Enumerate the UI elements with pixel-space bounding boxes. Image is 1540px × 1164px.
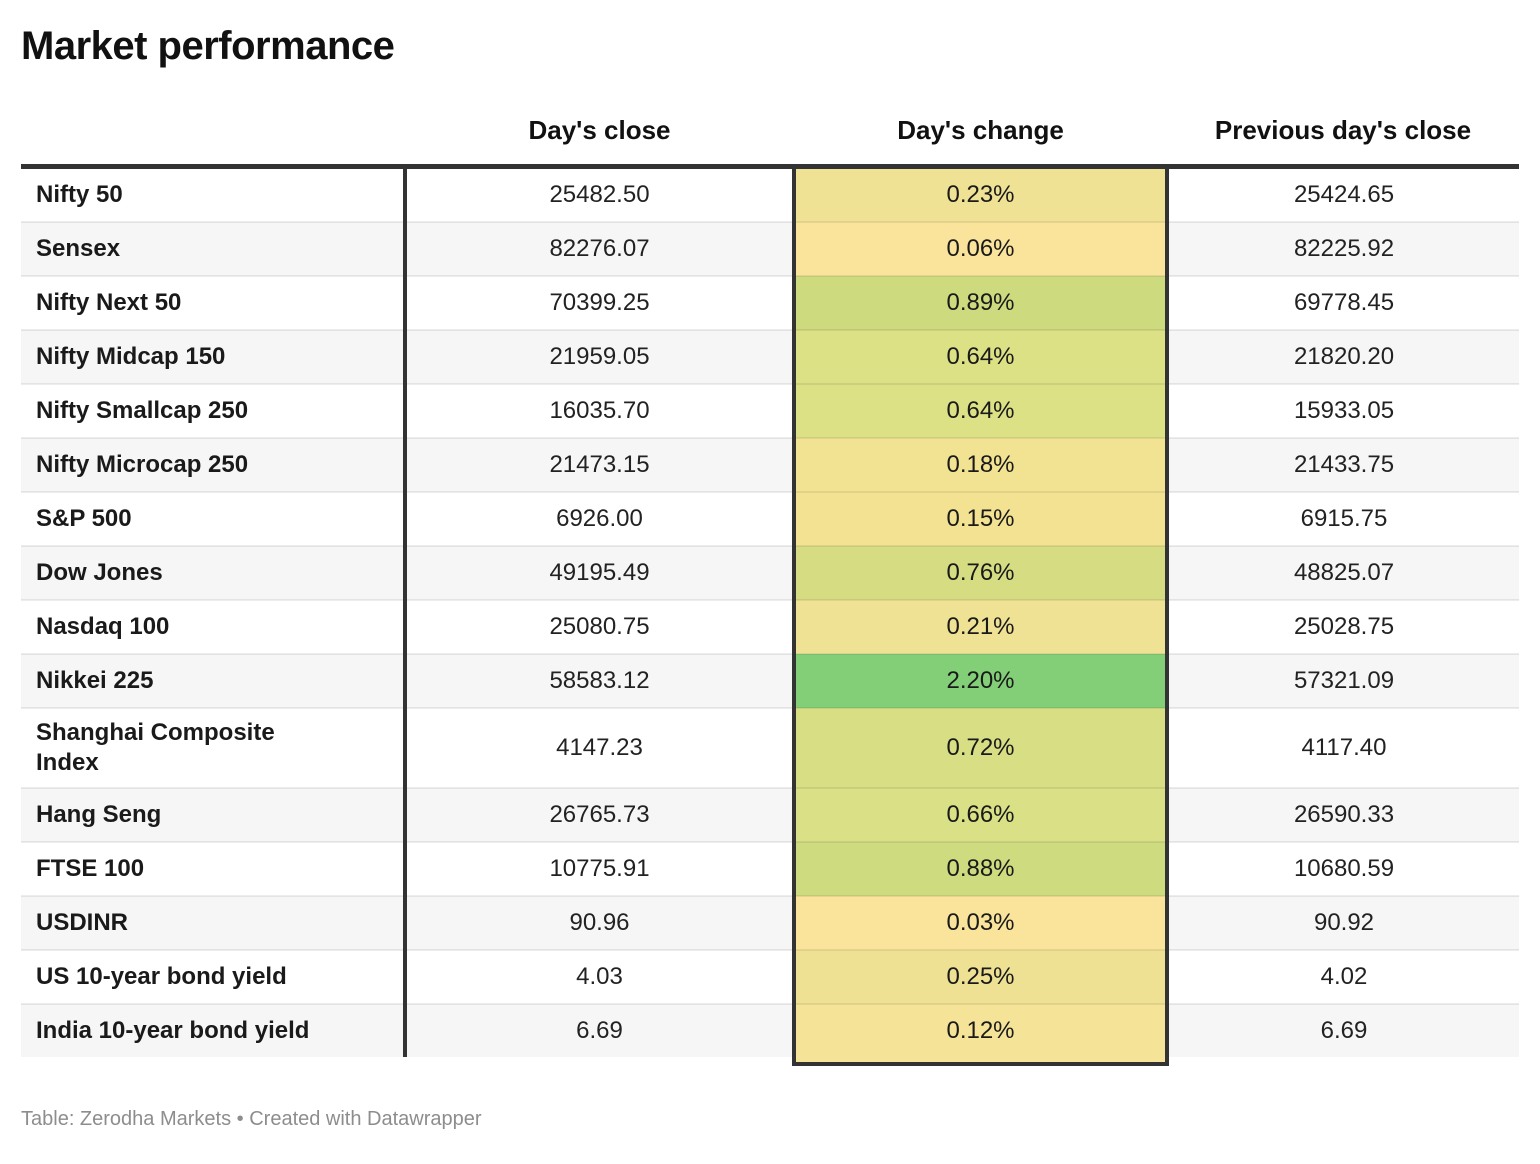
days-change-cell: 0.76% bbox=[792, 545, 1169, 600]
prev-close-cell: 10680.59 bbox=[1167, 841, 1519, 896]
row-label: Nasdaq 100 bbox=[21, 599, 407, 654]
days-change-cell: 0.03% bbox=[792, 895, 1169, 950]
table-row: India 10-year bond yield 6.69 0.12% 6.69 bbox=[21, 1003, 1519, 1057]
row-label: Hang Seng bbox=[21, 787, 407, 842]
table-row: USDINR 90.96 0.03% 90.92 bbox=[21, 895, 1519, 950]
prev-close-cell: 4.02 bbox=[1167, 949, 1519, 1004]
table-row: S&P 500 6926.00 0.15% 6915.75 bbox=[21, 491, 1519, 546]
days-change-cell: 2.20% bbox=[792, 653, 1169, 708]
days-close-cell: 49195.49 bbox=[405, 545, 794, 600]
days-close-cell: 25080.75 bbox=[405, 599, 794, 654]
table-row: US 10-year bond yield 4.03 0.25% 4.02 bbox=[21, 949, 1519, 1004]
column-header-previous-days-close: Previous day's close bbox=[1214, 115, 1472, 145]
days-change-cell: 0.72% bbox=[792, 707, 1169, 788]
prev-close-cell: 69778.45 bbox=[1167, 275, 1519, 330]
row-label: Nifty 50 bbox=[21, 166, 407, 222]
days-close-cell: 4147.23 bbox=[405, 707, 794, 788]
row-label: FTSE 100 bbox=[21, 841, 407, 896]
table-row: Hang Seng 26765.73 0.66% 26590.33 bbox=[21, 787, 1519, 842]
row-label: Shanghai Composite Index bbox=[21, 707, 407, 788]
row-label: Sensex bbox=[21, 221, 407, 276]
days-close-cell: 21959.05 bbox=[405, 329, 794, 384]
table-row: Nikkei 225 58583.12 2.20% 57321.09 bbox=[21, 653, 1519, 708]
days-close-cell: 25482.50 bbox=[549, 181, 650, 208]
days-change-cell: 0.66% bbox=[792, 787, 1169, 842]
prev-close-cell: 6.69 bbox=[1167, 1003, 1519, 1057]
row-label: Nifty Smallcap 250 bbox=[21, 383, 407, 438]
market-performance-table: Day's close Day's change Previous day's … bbox=[21, 101, 1519, 1066]
days-change-cell: 0.15% bbox=[792, 491, 1169, 546]
change-column-tail bbox=[21, 1057, 1519, 1066]
prev-close-cell: 6915.75 bbox=[1167, 491, 1519, 546]
table-row: Dow Jones 49195.49 0.76% 48825.07 bbox=[21, 545, 1519, 600]
header-row: Day's close Day's change Previous day's … bbox=[21, 101, 1519, 167]
prev-close-cell: 25028.75 bbox=[1167, 599, 1519, 654]
prev-close-cell: 57321.09 bbox=[1167, 653, 1519, 708]
days-change-cell: 0.89% bbox=[792, 275, 1169, 330]
days-change-cell: 0.64% bbox=[792, 329, 1169, 384]
days-close-cell: 90.96 bbox=[405, 895, 794, 950]
page-title: Market performance bbox=[21, 24, 395, 68]
chart-container: Market performance Day's close Day's cha… bbox=[21, 24, 1519, 1130]
prev-close-cell: 4117.40 bbox=[1167, 707, 1519, 788]
days-change-cell: 0.25% bbox=[792, 949, 1169, 1004]
column-header-days-change: Day's change bbox=[897, 115, 1064, 145]
row-label: USDINR bbox=[21, 895, 407, 950]
table-row: Nifty Smallcap 250 16035.70 0.64% 15933.… bbox=[21, 383, 1519, 438]
column-header-days-close: Day's close bbox=[528, 115, 671, 145]
days-close-cell: 58583.12 bbox=[405, 653, 794, 708]
row-label: Dow Jones bbox=[21, 545, 407, 600]
row-label: India 10-year bond yield bbox=[21, 1003, 407, 1057]
days-change-cell: 0.21% bbox=[792, 599, 1169, 654]
days-close-cell: 6.69 bbox=[405, 1003, 794, 1057]
days-close-cell: 82276.07 bbox=[405, 221, 794, 276]
days-close-cell: 26765.73 bbox=[405, 787, 794, 842]
days-close-cell: 10775.91 bbox=[405, 841, 794, 896]
days-close-cell: 21473.15 bbox=[405, 437, 794, 492]
days-change-cell: 0.23% bbox=[792, 166, 1169, 222]
row-label: US 10-year bond yield bbox=[21, 949, 407, 1004]
days-change-cell: 0.88% bbox=[792, 841, 1169, 896]
row-label: Nifty Next 50 bbox=[21, 275, 407, 330]
prev-close-cell: 48825.07 bbox=[1167, 545, 1519, 600]
days-change-cell: 0.06% bbox=[792, 221, 1169, 276]
row-label: Nikkei 225 bbox=[21, 653, 407, 708]
table-row: Sensex 82276.07 0.06% 82225.92 bbox=[21, 221, 1519, 276]
row-label: Nifty Microcap 250 bbox=[21, 437, 407, 492]
table-row: Nasdaq 100 25080.75 0.21% 25028.75 bbox=[21, 599, 1519, 654]
prev-close-cell: 21820.20 bbox=[1167, 329, 1519, 384]
table-row: Nifty Microcap 250 21473.15 0.18% 21433.… bbox=[21, 437, 1519, 492]
prev-close-cell: 15933.05 bbox=[1167, 383, 1519, 438]
table-row: Nifty Next 50 70399.25 0.89% 69778.45 bbox=[21, 275, 1519, 330]
table-row: FTSE 100 10775.91 0.88% 10680.59 bbox=[21, 841, 1519, 896]
days-close-cell: 70399.25 bbox=[405, 275, 794, 330]
days-change-cell: 0.18% bbox=[792, 437, 1169, 492]
table-row: Nifty 50 25482.50 0.23% 25424.65 bbox=[21, 166, 1519, 222]
row-label: Nifty Midcap 150 bbox=[21, 329, 407, 384]
change-column-tail-cell bbox=[792, 1057, 1169, 1066]
row-label: S&P 500 bbox=[21, 491, 407, 546]
prev-close-cell: 26590.33 bbox=[1167, 787, 1519, 842]
prev-close-cell: 90.92 bbox=[1167, 895, 1519, 950]
column-header-empty bbox=[21, 101, 405, 167]
days-close-cell: 6926.00 bbox=[405, 491, 794, 546]
prev-close-cell: 25424.65 bbox=[1293, 181, 1395, 208]
table-row: Nifty Midcap 150 21959.05 0.64% 21820.20 bbox=[21, 329, 1519, 384]
prev-close-cell: 82225.92 bbox=[1167, 221, 1519, 276]
table-row: Shanghai Composite Index 4147.23 0.72% 4… bbox=[21, 707, 1519, 788]
days-close-cell: 4.03 bbox=[405, 949, 794, 1004]
days-change-cell: 0.64% bbox=[792, 383, 1169, 438]
days-change-cell: 0.12% bbox=[792, 1003, 1169, 1057]
prev-close-cell: 21433.75 bbox=[1167, 437, 1519, 492]
days-close-cell: 16035.70 bbox=[405, 383, 794, 438]
table-attribution: Table: Zerodha Markets • Created with Da… bbox=[21, 1108, 482, 1130]
